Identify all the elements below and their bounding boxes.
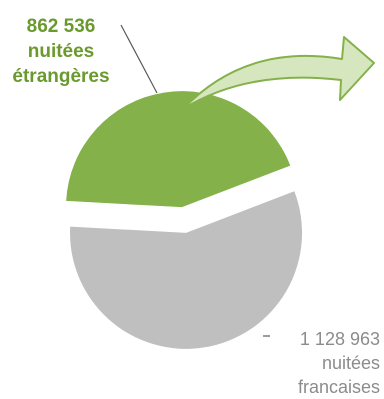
label-foreign-value: 862 536 xyxy=(26,16,96,37)
label-foreign-line2: nuitées xyxy=(27,41,95,62)
pie-slice-french xyxy=(70,191,303,349)
label-french-nights: 1 128 963 nuitées francaises xyxy=(262,327,380,399)
label-french-line2: nuitées xyxy=(321,353,380,373)
label-french-value: 1 128 963 xyxy=(299,329,380,349)
pie-slice-foreign xyxy=(66,91,291,208)
label-french-line3: francaises xyxy=(297,377,380,397)
leader-line-foreign xyxy=(120,24,158,94)
export-arrow xyxy=(182,36,375,110)
label-foreign-line3: étrangères xyxy=(12,66,110,87)
label-foreign-nights: 862 536 nuitées étrangères xyxy=(0,14,122,89)
